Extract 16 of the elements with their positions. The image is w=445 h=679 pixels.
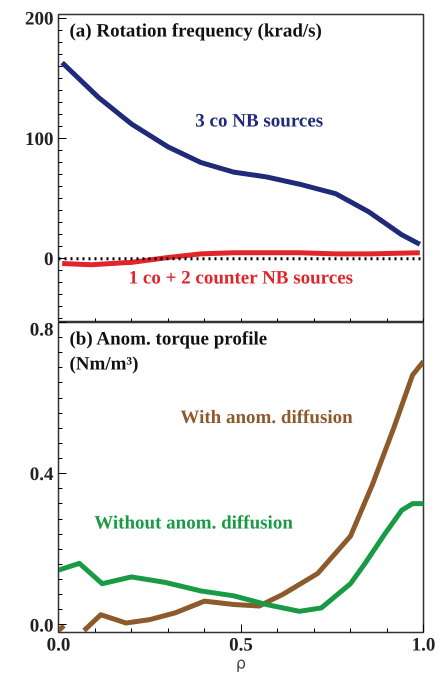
series-label: Without anom. diffusion [94,512,294,534]
x-tick-label: 1.0 [412,634,436,656]
y-tick-label: 200 [25,8,54,30]
x-tick-label: 0.0 [46,634,70,656]
y-tick-label: 0.4 [30,464,54,486]
x-tick-label: 0.5 [229,634,253,656]
y-tick-label: 0 [44,249,54,270]
series-label: 1 co + 2 counter NB sources [128,268,354,289]
series-label: 3 co NB sources [195,110,324,132]
x-axis-title: ρ [236,654,246,672]
y-tick-label: 100 [25,128,54,150]
text: (b) Anom. torque profile (Nm/m³) [69,328,268,375]
y-tick-label: 0.8 [30,320,54,340]
chart-title: (a) Rotation frequency (krad/s) [69,20,322,42]
y-tick-label: 0.0 [30,615,54,636]
text: With anom. diffusion [180,406,354,428]
